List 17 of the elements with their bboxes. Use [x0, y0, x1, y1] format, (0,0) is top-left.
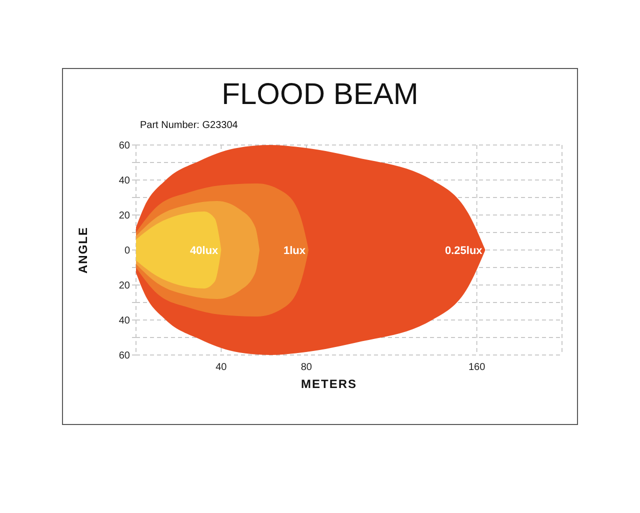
- chart-subtitle: Part Number: G23304: [140, 120, 238, 131]
- x-axis-title: METERS: [300, 377, 358, 391]
- y-tick-label: 20: [118, 280, 130, 292]
- y-tick-label: 40: [118, 176, 130, 187]
- x-tick-label: 80: [300, 362, 312, 374]
- series-label: 0.25lux: [445, 245, 484, 257]
- y-tick-label: 0: [124, 246, 130, 257]
- x-tick-label: 160: [468, 362, 486, 374]
- y-tick-label: 20: [118, 210, 130, 222]
- y-axis-title: ANGLE: [76, 226, 90, 276]
- y-tick-label: 60: [118, 140, 130, 152]
- y-tick-label: 60: [118, 350, 130, 362]
- y-tick-label: 40: [118, 316, 130, 327]
- series-label: 1lux: [284, 245, 306, 257]
- series-label: 40lux: [190, 245, 220, 257]
- chart-title: FLOOD BEAM: [220, 78, 420, 112]
- x-tick-label: 40: [216, 362, 228, 374]
